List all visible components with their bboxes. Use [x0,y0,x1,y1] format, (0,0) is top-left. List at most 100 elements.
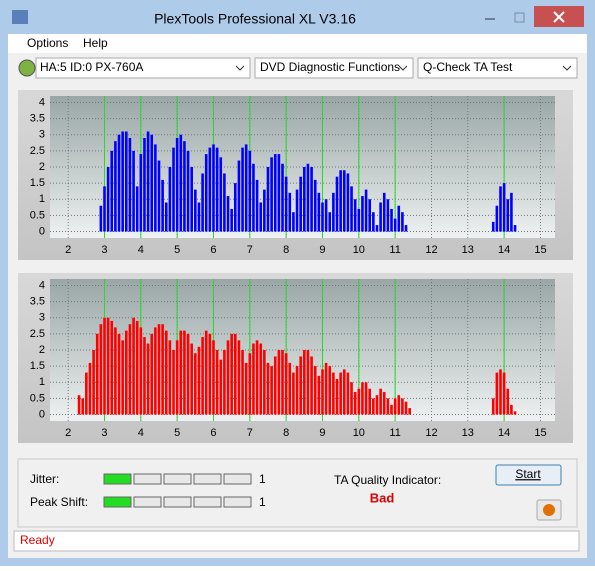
x-tick-label: 12 [425,244,437,256]
bar [139,327,143,415]
x-tick-label: 14 [498,427,510,439]
bar [226,196,230,232]
bar [335,176,339,232]
menu-help[interactable]: Help [83,36,108,50]
bar [339,372,342,415]
y-tick-label: 3.5 [30,295,45,307]
y-tick-label: 4 [39,96,45,108]
bar [342,170,346,232]
info-icon [543,504,555,516]
y-tick-label: 2.5 [30,145,45,157]
y-tick-label: 1.5 [30,360,45,372]
bar [353,199,357,232]
start-button-text: Start [515,467,541,481]
x-tick-label: 9 [319,244,325,256]
bar [146,131,150,232]
bar [146,343,150,415]
y-tick-label: 3 [39,312,45,324]
bar [110,150,114,232]
function-select[interactable] [254,57,414,79]
bar [303,350,306,415]
bar [132,150,135,232]
x-tick-label: 11 [389,427,400,439]
x-tick-label: 4 [138,244,144,256]
bar [408,408,411,415]
x-tick-label: 15 [534,244,546,256]
bar [495,372,499,415]
bar [164,330,168,415]
bar [368,388,372,415]
y-tick-label: 2 [39,161,45,173]
bar [346,173,350,232]
bar [121,131,124,232]
status-bar [13,530,580,552]
bar [382,192,386,232]
bar [233,183,237,232]
bar [510,404,513,415]
bar [157,324,161,415]
bar [292,372,295,415]
bar [150,134,154,232]
bar [361,382,364,415]
test-select[interactable] [417,57,578,79]
bar [350,382,353,415]
y-tick-label: 0 [39,408,45,420]
bar [114,327,117,415]
bar [364,382,368,415]
bar [255,340,259,415]
bar [81,398,84,415]
window-title: PlexTools Professional XL V3.16 [154,11,356,27]
x-tick-label: 4 [138,427,144,439]
bar [252,163,255,232]
x-tick-label: 8 [283,244,289,256]
x-tick-label: 7 [247,427,253,439]
dropdown-arrow [562,65,572,71]
drive-select[interactable] [35,57,251,79]
bar [317,192,321,232]
bar [226,340,230,415]
bar [306,350,310,415]
x-tick-label: 12 [425,427,437,439]
bar [168,340,172,415]
test-select-text: Q-Check TA Test [423,60,513,74]
level-box [133,496,162,508]
bar [502,372,506,415]
bar [390,208,393,232]
bar [295,366,299,415]
drive-icon [18,59,36,77]
x-tick-label: 6 [210,244,216,256]
bar [401,398,404,415]
bar [223,350,226,415]
maximize-button[interactable] [514,12,525,23]
y-tick-label: 1 [39,376,45,388]
bar [303,167,306,232]
y-tick-label: 3 [39,129,45,141]
menu-bar [8,34,587,53]
function-select-text: DVD Diagnostic Functions [260,60,400,74]
bar [273,356,277,415]
bar [190,343,193,415]
bar [386,199,390,232]
dropdown-arrow [398,65,408,71]
bar [324,362,328,415]
menu-options[interactable]: Options [27,36,68,50]
bar [219,157,223,232]
bar [175,137,179,232]
bar [281,350,284,415]
bar [361,196,364,232]
bar [495,205,499,232]
bar [183,141,186,232]
bar [92,350,95,415]
bar [313,366,317,415]
x-tick-label: 13 [462,244,474,256]
bar [404,225,408,232]
bar [328,366,332,415]
bar [266,167,270,232]
bar [135,186,139,232]
bar [328,212,332,232]
bar [215,350,219,415]
start-button[interactable] [495,464,562,486]
results-group [17,458,578,528]
bar [230,333,233,415]
